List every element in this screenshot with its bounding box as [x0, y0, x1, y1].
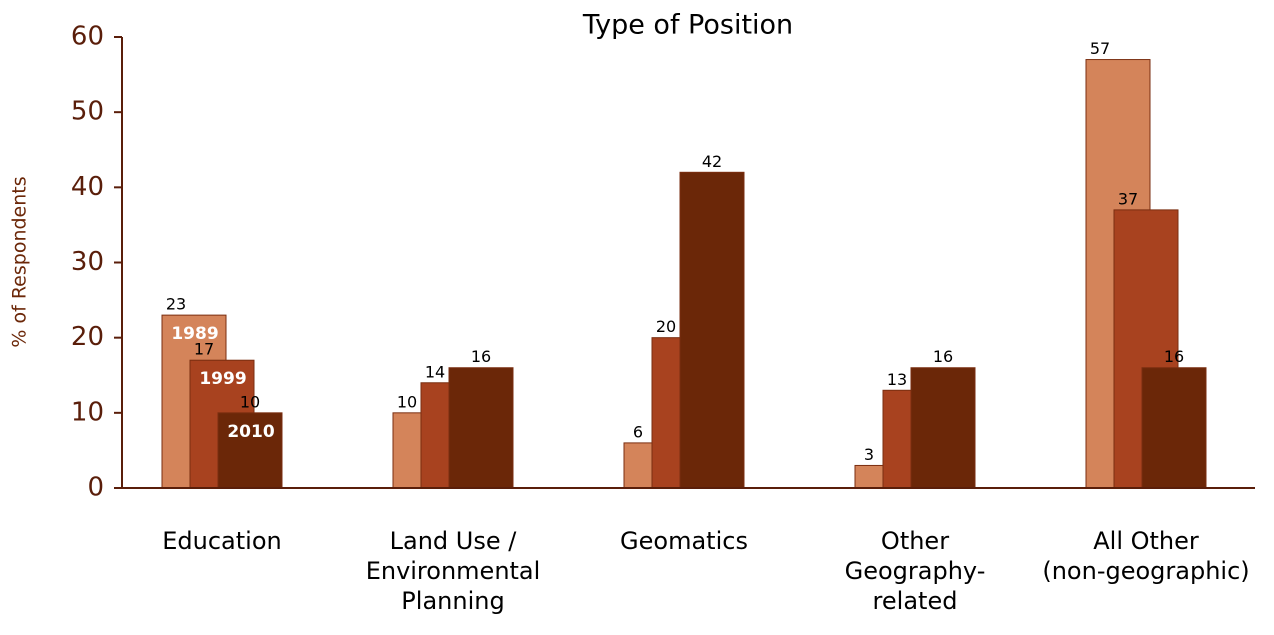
y-tick-label: 30 — [71, 247, 104, 277]
value-label: 6 — [633, 422, 643, 441]
y-tick-label: 10 — [71, 397, 104, 427]
value-label: 16 — [1164, 347, 1184, 366]
value-label: 13 — [887, 370, 907, 389]
x-tick-label: All Other (non-geographic) — [1042, 527, 1249, 585]
x-tick-label: Land Use / Environmental Planning — [366, 527, 541, 615]
y-tick-label: 20 — [71, 322, 104, 352]
legend-label: 1989 — [171, 324, 218, 344]
value-label: 16 — [471, 347, 491, 366]
value-label: 3 — [864, 445, 874, 464]
y-axis-label: % of Respondents — [9, 176, 31, 347]
y-tick-label: 50 — [71, 97, 104, 127]
chart-title: Type of Position — [582, 10, 793, 41]
legend-label: 2010 — [227, 422, 274, 442]
value-label: 37 — [1118, 189, 1138, 208]
bar — [1141, 367, 1207, 489]
value-label: 16 — [933, 347, 953, 366]
x-tick-label: Education — [162, 527, 281, 555]
bar — [217, 412, 283, 489]
value-label: 57 — [1090, 39, 1110, 58]
legend-label: 1999 — [199, 369, 246, 389]
bar — [448, 367, 514, 489]
y-tick-label: 40 — [71, 172, 104, 202]
value-label: 20 — [656, 317, 676, 336]
value-label: 23 — [166, 295, 186, 314]
x-tick-label: Other Geography-related — [845, 527, 986, 615]
bar — [910, 367, 976, 489]
value-label: 10 — [397, 392, 417, 411]
bar — [679, 171, 745, 489]
y-tick-label: 0 — [87, 473, 104, 503]
value-label: 42 — [702, 152, 722, 171]
x-tick-label: Geomatics — [620, 527, 748, 555]
value-label: 10 — [240, 392, 260, 411]
y-tick-label: 60 — [71, 22, 104, 52]
value-label: 14 — [425, 362, 445, 381]
value-label: 17 — [194, 340, 214, 359]
